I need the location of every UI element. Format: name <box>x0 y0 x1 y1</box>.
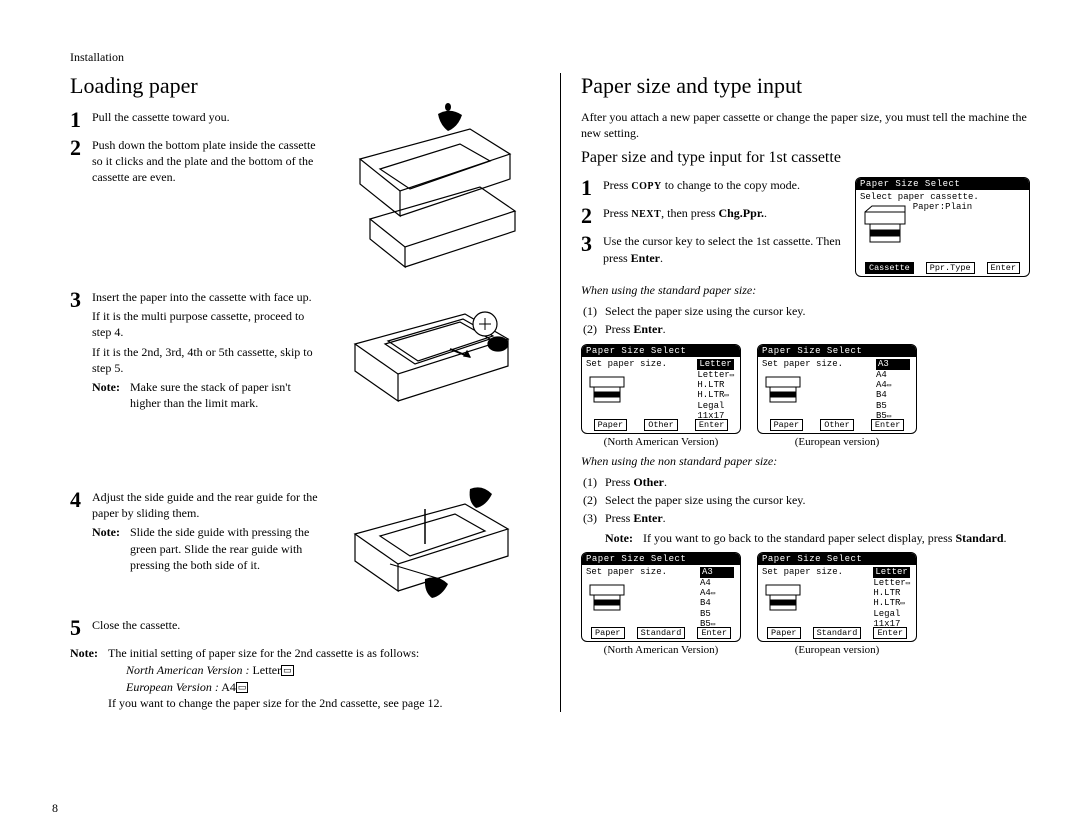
cassette-illustration-2 <box>330 289 530 439</box>
cap-na: (North American Version) <box>604 436 719 448</box>
right-column: Paper size and type input After you atta… <box>560 73 1030 712</box>
step3-note: Make sure the stack of paper isn't highe… <box>130 379 320 411</box>
foot-eu: European Version : <box>126 680 219 694</box>
cap-eu: (European version) <box>795 436 880 448</box>
ns-note-label: Note: <box>605 531 643 546</box>
foot-note-label: Note: <box>70 645 108 712</box>
right-subtitle: Paper size and type input for 1st casset… <box>581 149 1030 167</box>
r-step3-num: 3 <box>581 233 603 255</box>
step3c: If it is the 2nd, 3rd, 4th or 5th casset… <box>92 344 320 376</box>
ns-l2: Select the paper size using the cursor k… <box>605 491 805 509</box>
note-label-4: Note: <box>92 524 130 573</box>
step-num-5: 5 <box>70 617 92 639</box>
foot-na-val: Letter <box>249 663 281 677</box>
r-step2-num: 2 <box>581 205 603 227</box>
note-label: Note: <box>92 379 130 411</box>
orientation-icon: ▭ <box>281 665 294 676</box>
foot-na: North American Version : <box>126 663 249 677</box>
cassette-illustration-1 <box>330 99 530 279</box>
left-title: Loading paper <box>70 73 530 99</box>
left-column: Loading paper 1 Pull the cassette toward… <box>70 73 530 712</box>
lcd-std-na: Paper Size Select Set paper size. Letter… <box>581 344 741 434</box>
r-step3: Use the cursor key to select the 1st cas… <box>603 233 845 265</box>
orientation-icon: ▭ <box>236 682 249 693</box>
step-num-3: 3 <box>70 289 92 311</box>
section-header: Installation <box>70 50 1040 65</box>
lcd-std-eu: Paper Size Select Set paper size. A3A4A4… <box>757 344 917 434</box>
step-num-4: 4 <box>70 489 92 511</box>
cap-na2: (North American Version) <box>604 644 719 656</box>
right-intro: After you attach a new paper cassette or… <box>581 109 1030 141</box>
step4-note: Slide the side guide with pressing the g… <box>130 524 320 573</box>
lcd-ns-eu: Paper Size Select Set paper size. Letter… <box>757 552 917 642</box>
nonstd-heading: When using the non standard paper size: <box>581 454 1030 469</box>
ns-note: If you want to go back to the standard p… <box>643 531 1030 546</box>
step3a: Insert the paper into the cassette with … <box>92 289 320 305</box>
foot-line2: If you want to change the paper size for… <box>108 695 530 712</box>
std-l1: Select the paper size using the cursor k… <box>605 302 805 320</box>
std-heading: When using the standard paper size: <box>581 283 1030 298</box>
lcd-ns-na: Paper Size Select Set paper size. A3A4A4… <box>581 552 741 642</box>
step-num-2: 2 <box>70 137 92 159</box>
step5: Close the cassette. <box>92 617 530 633</box>
step4: Adjust the side guide and the rear guide… <box>92 489 320 521</box>
right-title: Paper size and type input <box>581 73 1030 99</box>
cassette-illustration-3 <box>330 484 530 614</box>
lcd-screen-top: Paper Size Select Select paper cassette.… <box>855 177 1030 277</box>
step3b: If it is the multi purpose cassette, pro… <box>92 308 320 340</box>
foot-eu-val: A4 <box>219 680 236 694</box>
page-number: 8 <box>52 801 58 816</box>
r-step1: Press COPY to change to the copy mode. <box>603 177 845 194</box>
ns-l3: Press Enter. <box>605 509 666 527</box>
step-num-1: 1 <box>70 109 92 131</box>
std-l2: Press Enter. <box>605 320 666 338</box>
foot-line1: The initial setting of paper size for th… <box>108 645 530 662</box>
step2-text: Push down the bottom plate inside the ca… <box>92 137 320 186</box>
cap-eu2: (European version) <box>795 644 880 656</box>
r-step1-num: 1 <box>581 177 603 199</box>
step1-text: Pull the cassette toward you. <box>92 109 320 125</box>
r-step2: Press NEXT, then press Chg.Ppr.. <box>603 205 845 222</box>
ns-l1: Press Other. <box>605 473 667 491</box>
